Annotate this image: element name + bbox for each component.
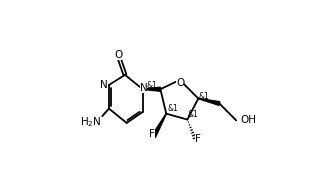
Text: &1: &1 — [167, 104, 178, 113]
Text: H$_2$N: H$_2$N — [80, 115, 101, 129]
Text: F: F — [149, 129, 154, 139]
Polygon shape — [152, 114, 166, 137]
Text: N: N — [140, 83, 147, 93]
Text: OH: OH — [240, 115, 256, 125]
Text: N: N — [100, 80, 108, 90]
Text: F: F — [195, 134, 200, 144]
Text: &1: &1 — [147, 81, 158, 90]
Polygon shape — [143, 87, 160, 91]
Text: O: O — [176, 78, 184, 88]
Text: &1: &1 — [187, 110, 198, 119]
Polygon shape — [198, 98, 220, 105]
Text: O: O — [114, 50, 122, 60]
Text: &1: &1 — [198, 92, 209, 101]
